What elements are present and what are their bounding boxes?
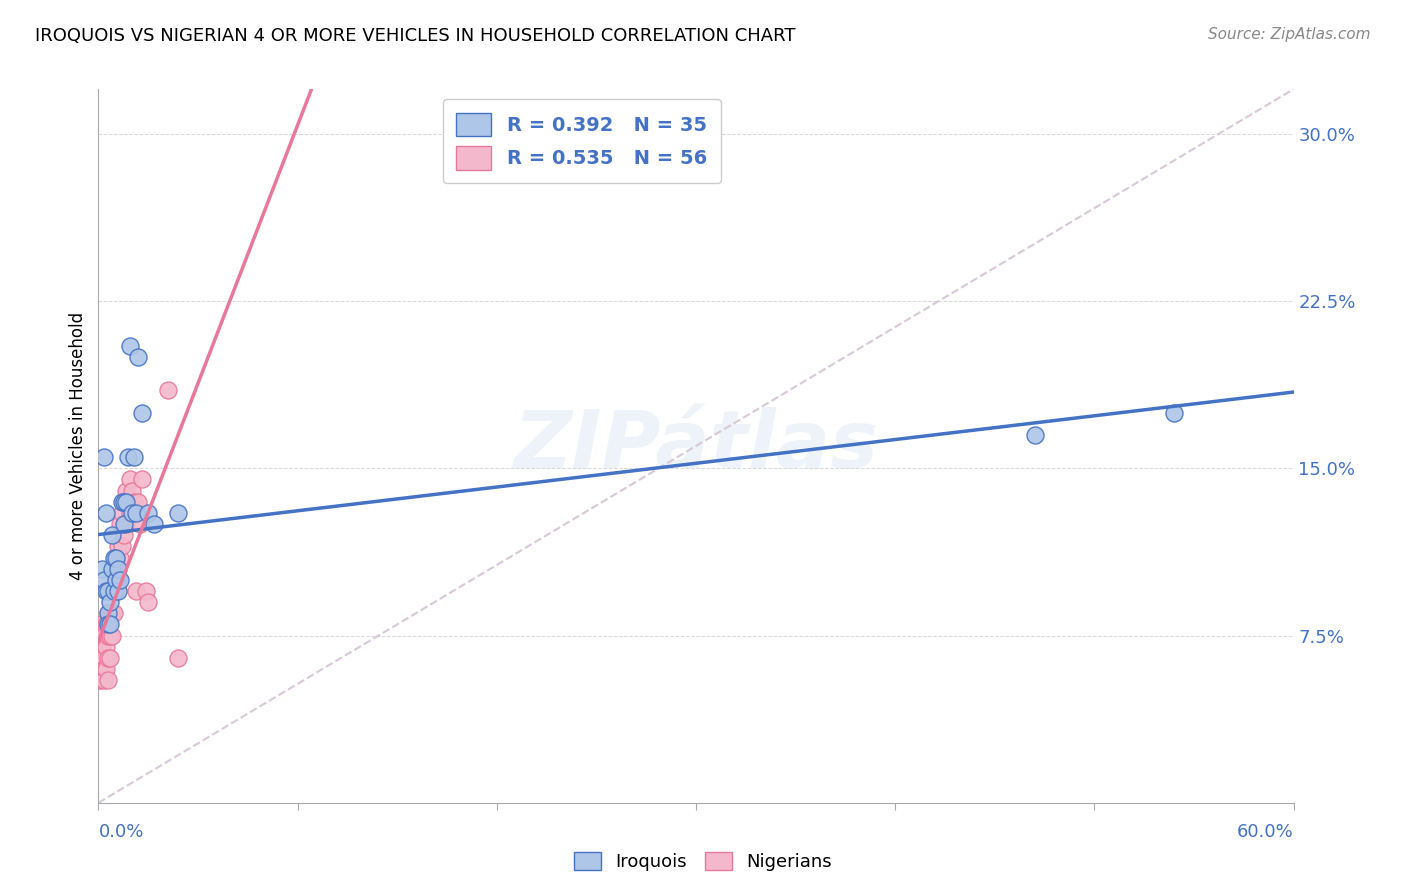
Legend: R = 0.392   N = 35, R = 0.535   N = 56: R = 0.392 N = 35, R = 0.535 N = 56	[443, 99, 721, 184]
Point	[97, 628, 120, 642]
Point	[121, 506, 143, 520]
Legend: Iroquois, Nigerians: Iroquois, Nigerians	[567, 845, 839, 879]
Point	[97, 607, 120, 621]
Point	[101, 607, 124, 621]
Point	[112, 494, 135, 508]
Point	[91, 562, 114, 576]
Point	[121, 483, 143, 498]
Point	[96, 640, 118, 654]
Point	[111, 506, 134, 520]
Point	[98, 617, 122, 632]
Point	[110, 550, 132, 565]
Point	[124, 450, 146, 464]
Point	[167, 651, 190, 665]
Point	[98, 628, 122, 642]
Point	[97, 617, 120, 632]
Point	[1163, 405, 1185, 419]
Point	[107, 583, 129, 598]
Point	[97, 607, 120, 621]
Point	[91, 662, 114, 676]
Point	[131, 473, 153, 487]
Point	[103, 562, 125, 576]
Point	[89, 673, 111, 687]
Point	[115, 494, 138, 508]
Point	[93, 673, 115, 687]
Point	[93, 651, 115, 665]
Point	[93, 628, 115, 642]
Point	[101, 528, 124, 542]
Point	[120, 473, 142, 487]
Point	[167, 506, 190, 520]
Point	[135, 583, 157, 598]
Point	[105, 550, 128, 565]
Point	[111, 539, 134, 553]
Point	[120, 506, 142, 520]
Point	[136, 595, 159, 609]
Point	[107, 573, 129, 587]
Point	[125, 583, 148, 598]
Point	[101, 562, 124, 576]
Point	[87, 673, 110, 687]
Point	[107, 539, 129, 553]
Point	[105, 583, 128, 598]
Point	[112, 494, 135, 508]
Point	[101, 628, 124, 642]
Point	[112, 528, 135, 542]
Point	[1024, 427, 1046, 442]
Text: ZIPátlas: ZIPátlas	[513, 407, 879, 485]
Point	[127, 494, 149, 508]
Text: 60.0%: 60.0%	[1237, 822, 1294, 841]
Point	[127, 350, 149, 364]
Point	[107, 562, 129, 576]
Point	[98, 583, 122, 598]
Point	[97, 583, 120, 598]
Point	[103, 607, 125, 621]
Point	[103, 583, 125, 598]
Point	[112, 516, 135, 531]
Y-axis label: 4 or more Vehicles in Household: 4 or more Vehicles in Household	[69, 312, 87, 580]
Point	[89, 628, 111, 642]
Point	[115, 516, 138, 531]
Point	[143, 516, 166, 531]
Point	[89, 651, 111, 665]
Point	[111, 494, 134, 508]
Point	[93, 662, 115, 676]
Point	[125, 506, 148, 520]
Point	[105, 550, 128, 565]
Point	[91, 617, 114, 632]
Point	[98, 651, 122, 665]
Point	[96, 583, 118, 598]
Point	[110, 516, 132, 531]
Point	[97, 583, 120, 598]
Text: IROQUOIS VS NIGERIAN 4 OR MORE VEHICLES IN HOUSEHOLD CORRELATION CHART: IROQUOIS VS NIGERIAN 4 OR MORE VEHICLES …	[35, 27, 796, 45]
Point	[105, 573, 128, 587]
Point	[136, 506, 159, 520]
Point	[129, 516, 152, 531]
Point	[91, 640, 114, 654]
Point	[93, 573, 115, 587]
Point	[98, 607, 122, 621]
Point	[96, 506, 118, 520]
Point	[103, 583, 125, 598]
Point	[97, 617, 120, 632]
Point	[157, 384, 180, 398]
Point	[120, 338, 142, 352]
Text: 0.0%: 0.0%	[98, 822, 143, 841]
Text: Source: ZipAtlas.com: Source: ZipAtlas.com	[1208, 27, 1371, 42]
Point	[97, 651, 120, 665]
Point	[101, 583, 124, 598]
Point	[96, 617, 118, 632]
Point	[115, 483, 138, 498]
Point	[117, 494, 139, 508]
Point	[124, 494, 146, 508]
Point	[98, 595, 122, 609]
Point	[131, 405, 153, 419]
Point	[97, 673, 120, 687]
Point	[103, 550, 125, 565]
Point	[87, 651, 110, 665]
Point	[93, 450, 115, 464]
Point	[110, 573, 132, 587]
Point	[117, 450, 139, 464]
Point	[96, 662, 118, 676]
